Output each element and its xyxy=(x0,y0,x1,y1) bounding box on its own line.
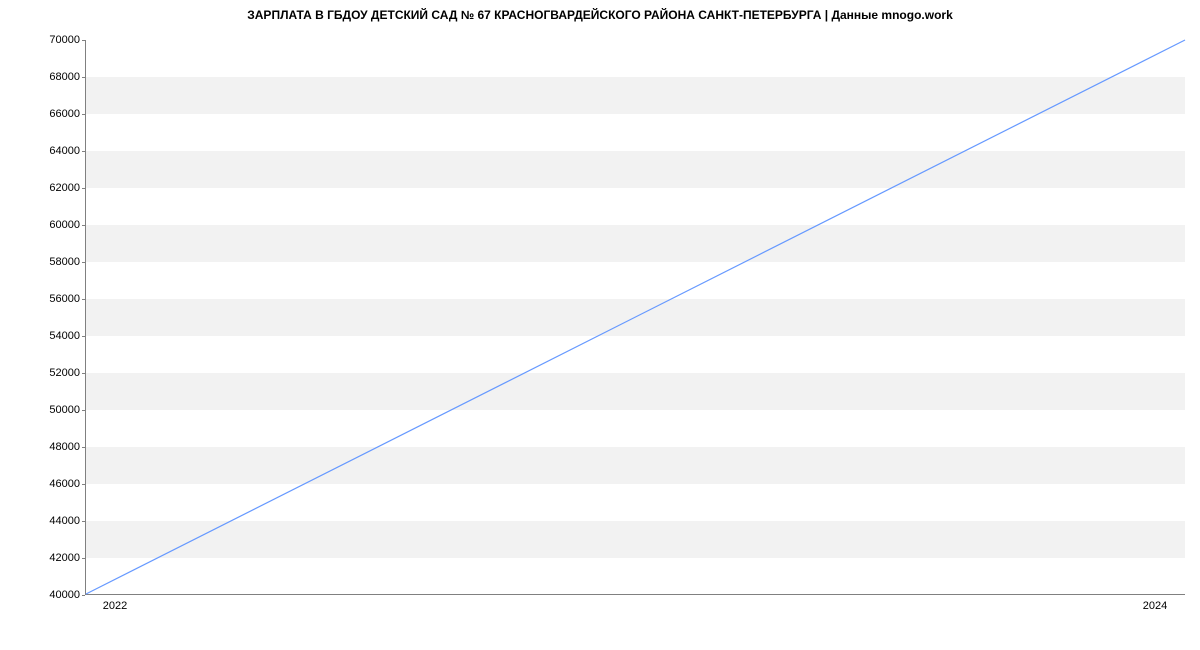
chart-plot-area xyxy=(85,40,1185,595)
y-tick-mark xyxy=(82,521,85,522)
y-tick-label: 70000 xyxy=(30,34,80,46)
y-tick-label: 54000 xyxy=(30,330,80,342)
y-tick-label: 44000 xyxy=(30,515,80,527)
y-tick-mark xyxy=(82,373,85,374)
y-tick-mark xyxy=(82,77,85,78)
y-tick-label: 68000 xyxy=(30,71,80,83)
y-tick-label: 56000 xyxy=(30,293,80,305)
x-tick-label: 2022 xyxy=(103,600,127,612)
y-tick-label: 62000 xyxy=(30,182,80,194)
line-series-svg xyxy=(86,40,1185,594)
x-tick-label: 2024 xyxy=(1143,600,1167,612)
y-tick-mark xyxy=(82,447,85,448)
y-tick-label: 60000 xyxy=(30,219,80,231)
y-tick-mark xyxy=(82,558,85,559)
y-tick-mark xyxy=(82,410,85,411)
y-tick-mark xyxy=(82,188,85,189)
line-series xyxy=(86,40,1185,594)
y-tick-label: 48000 xyxy=(30,441,80,453)
y-tick-mark xyxy=(82,595,85,596)
y-tick-mark xyxy=(82,225,85,226)
y-tick-mark xyxy=(82,299,85,300)
y-tick-mark xyxy=(82,114,85,115)
y-tick-mark xyxy=(82,151,85,152)
y-tick-label: 64000 xyxy=(30,145,80,157)
y-tick-label: 42000 xyxy=(30,552,80,564)
y-tick-label: 40000 xyxy=(30,589,80,601)
y-tick-label: 46000 xyxy=(30,478,80,490)
y-tick-label: 66000 xyxy=(30,108,80,120)
y-tick-label: 52000 xyxy=(30,367,80,379)
y-tick-label: 58000 xyxy=(30,256,80,268)
y-tick-mark xyxy=(82,40,85,41)
y-tick-mark xyxy=(82,336,85,337)
y-tick-label: 50000 xyxy=(30,404,80,416)
y-tick-mark xyxy=(82,262,85,263)
y-tick-mark xyxy=(82,484,85,485)
chart-title: ЗАРПЛАТА В ГБДОУ ДЕТСКИЙ САД № 67 КРАСНО… xyxy=(0,0,1200,22)
